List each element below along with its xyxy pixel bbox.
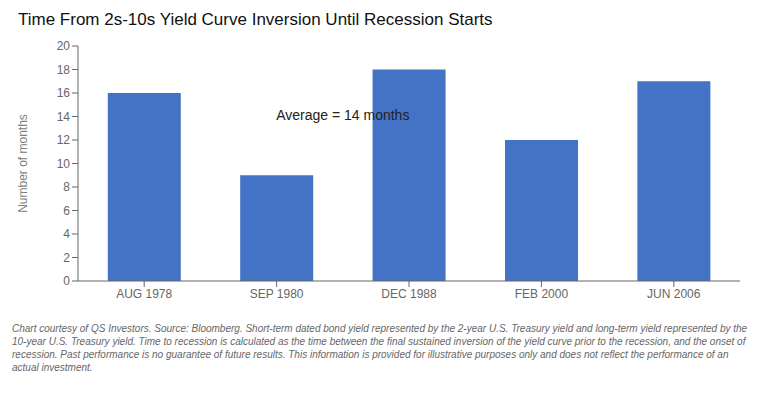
svg-text:Average = 14 months: Average = 14 months (276, 107, 409, 123)
svg-text:Number of months: Number of months (16, 114, 30, 213)
svg-text:0: 0 (63, 274, 70, 288)
svg-text:FEB 2000: FEB 2000 (515, 287, 569, 301)
svg-text:16: 16 (57, 86, 71, 100)
svg-text:JUN 2006: JUN 2006 (647, 287, 701, 301)
svg-text:4: 4 (63, 227, 70, 241)
svg-text:10: 10 (57, 157, 71, 171)
svg-text:AUG 1978: AUG 1978 (116, 287, 172, 301)
svg-text:8: 8 (63, 180, 70, 194)
svg-text:14: 14 (57, 110, 71, 124)
svg-text:6: 6 (63, 204, 70, 218)
svg-text:18: 18 (57, 63, 71, 77)
html-text:Time From 2s-10s Yield Curve I: Time From 2s-10s Yield Curve Inversion U… (18, 10, 493, 29)
svg-text:20: 20 (57, 39, 71, 53)
svg-text:2: 2 (63, 251, 70, 265)
svg-text:DEC 1988: DEC 1988 (381, 287, 437, 301)
svg-text:12: 12 (57, 133, 71, 147)
html-text:Chart courtesy of QS Investors: Chart courtesy of QS Investors. Source: … (12, 323, 748, 373)
svg-text:SEP 1980: SEP 1980 (250, 287, 304, 301)
